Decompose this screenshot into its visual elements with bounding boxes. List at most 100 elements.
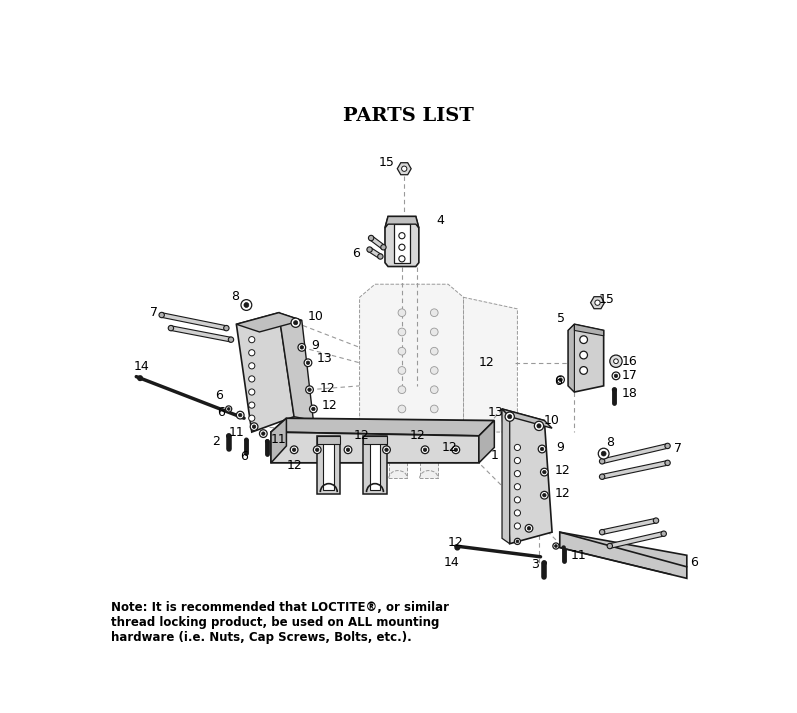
Circle shape [430,309,438,317]
Circle shape [168,325,174,331]
Circle shape [528,527,531,530]
Polygon shape [575,324,603,336]
Text: 14: 14 [444,556,460,570]
Circle shape [430,328,438,336]
Circle shape [543,493,546,497]
Text: 16: 16 [622,355,638,368]
Text: 12: 12 [554,487,570,500]
Circle shape [249,415,255,421]
Polygon shape [559,532,687,578]
Polygon shape [464,297,517,432]
Circle shape [250,423,258,431]
Circle shape [260,430,267,438]
Text: 3: 3 [531,558,539,571]
Text: 6: 6 [240,450,248,463]
Circle shape [514,483,520,490]
Circle shape [398,256,405,262]
Circle shape [291,318,300,327]
Circle shape [241,299,252,310]
Text: 7: 7 [150,306,158,319]
Polygon shape [279,313,313,421]
Polygon shape [370,440,380,490]
Circle shape [398,309,406,317]
Circle shape [516,540,519,543]
Text: 8: 8 [606,436,614,448]
Text: 7: 7 [673,443,681,456]
Circle shape [238,414,242,417]
Circle shape [226,434,230,438]
Circle shape [398,424,406,432]
Circle shape [293,321,298,325]
Circle shape [514,538,520,545]
Text: 6: 6 [554,375,562,388]
Circle shape [309,405,317,413]
Circle shape [505,412,514,421]
Text: 15: 15 [599,293,614,306]
Text: 10: 10 [544,414,560,427]
Circle shape [224,325,229,331]
Polygon shape [602,443,668,463]
Polygon shape [171,326,231,342]
Polygon shape [602,518,657,535]
Text: 9: 9 [556,441,563,454]
Circle shape [249,376,255,382]
Circle shape [534,421,544,431]
Text: 17: 17 [622,369,638,382]
Circle shape [265,440,269,443]
Circle shape [244,302,249,307]
Circle shape [614,359,618,364]
Circle shape [595,300,600,305]
Circle shape [610,355,622,367]
Circle shape [556,376,564,384]
Polygon shape [568,324,575,392]
Text: 1: 1 [490,448,498,461]
Circle shape [613,388,616,391]
Circle shape [261,432,265,436]
Polygon shape [389,443,407,478]
Circle shape [540,447,544,451]
Circle shape [300,346,304,349]
Text: 8: 8 [232,290,240,303]
Circle shape [514,471,520,477]
Polygon shape [397,163,411,175]
Circle shape [579,352,587,359]
Circle shape [514,458,520,463]
Circle shape [562,546,565,549]
Text: 10: 10 [308,310,324,323]
Circle shape [430,347,438,355]
Circle shape [290,446,298,453]
Circle shape [383,446,391,453]
Polygon shape [370,236,385,249]
Polygon shape [602,461,668,479]
Circle shape [553,543,559,549]
Circle shape [159,312,164,318]
Circle shape [540,468,548,476]
Circle shape [421,446,429,453]
Polygon shape [317,436,340,443]
Text: 4: 4 [437,214,445,227]
Text: 12: 12 [286,458,302,472]
Circle shape [249,349,255,356]
Polygon shape [385,217,419,267]
Circle shape [308,388,312,391]
Circle shape [514,510,520,516]
Circle shape [292,448,296,451]
Circle shape [228,337,234,342]
Circle shape [423,448,426,451]
Text: 13: 13 [317,352,333,365]
Circle shape [430,424,438,432]
Polygon shape [502,409,552,544]
Circle shape [298,344,306,352]
Circle shape [661,531,666,536]
Polygon shape [568,324,603,392]
Circle shape [138,376,143,381]
Text: 11: 11 [229,426,244,438]
Text: 11: 11 [571,549,587,562]
Circle shape [455,545,460,550]
Polygon shape [271,419,286,463]
Circle shape [385,448,388,451]
Circle shape [344,446,351,453]
Circle shape [306,361,310,364]
Circle shape [452,446,460,453]
Circle shape [543,471,546,474]
